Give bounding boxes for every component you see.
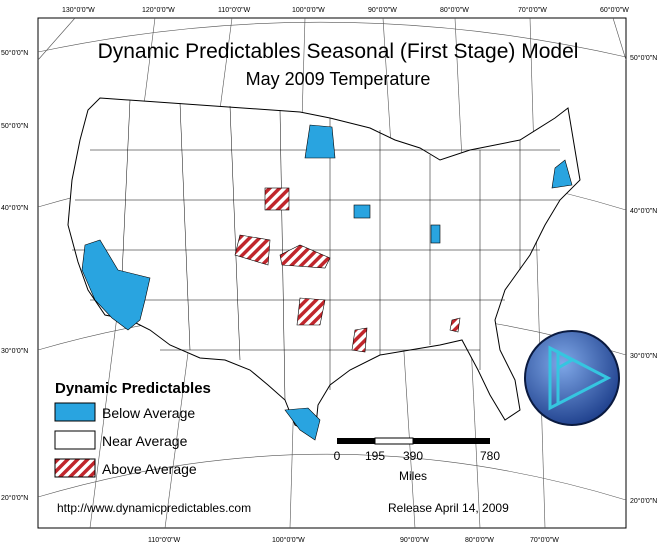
- graticule-label: 50°0'0"N: [1, 49, 28, 57]
- graticule-label: 50°0'0"N: [1, 122, 28, 130]
- legend-swatch: [54, 430, 96, 450]
- graticule-label: 70°0'0"W: [530, 536, 559, 544]
- graticule-label: 20°0'0"N: [630, 497, 657, 505]
- graticule-label: 30°0'0"N: [1, 347, 28, 355]
- graticule-labels: 130°0'0"W 120°0'0"W 110°0'0"W 100°0'0"W …: [1, 6, 657, 544]
- graticule-label: 20°0'0"N: [1, 494, 28, 502]
- map-subtitle: May 2009 Temperature: [246, 69, 431, 89]
- graticule-label: 130°0'0"W: [62, 6, 95, 14]
- above-average-regions: [234, 187, 461, 353]
- graticule-label: 60°0'0"W: [600, 6, 629, 14]
- graticule-label: 90°0'0"W: [400, 536, 429, 544]
- scale-label: 780: [480, 449, 500, 463]
- graticule-label: 90°0'0"W: [368, 6, 397, 14]
- graticule-label: 80°0'0"W: [440, 6, 469, 14]
- frame: [37, 17, 627, 529]
- legend-label: Below Average: [102, 405, 195, 421]
- graticule-label: 50°0'0"N: [630, 54, 657, 62]
- map-title: Dynamic Predictables Seasonal (First Sta…: [98, 40, 579, 63]
- graticule-label: 100°0'0"W: [292, 6, 325, 14]
- graticule-label: 100°0'0"W: [272, 536, 305, 544]
- graticule-label: 30°0'0"N: [630, 352, 657, 360]
- legend-title: Dynamic Predictables: [55, 380, 211, 397]
- logo: [524, 330, 620, 426]
- graticule-label: 80°0'0"W: [465, 536, 494, 544]
- below-average-regions: [81, 124, 573, 441]
- graticule-label: 40°0'0"N: [1, 204, 28, 212]
- legend-swatch: [54, 458, 96, 478]
- legend-swatch: [54, 402, 96, 422]
- scale-label: 390: [403, 449, 423, 463]
- url: http://www.dynamicpredictables.com: [57, 501, 251, 515]
- graticule-label: 110°0'0"W: [148, 536, 181, 544]
- legend-label: Above Average: [102, 461, 197, 477]
- graticule-label: 40°0'0"N: [630, 207, 657, 215]
- scale-bar: [337, 437, 490, 445]
- scale-unit: Miles: [399, 469, 427, 483]
- scale-label: 195: [365, 449, 385, 463]
- graticule-label: 110°0'0"W: [218, 6, 251, 14]
- scale-label: 0: [334, 449, 341, 463]
- graticule-label: 70°0'0"W: [518, 6, 547, 14]
- graticule-label: 120°0'0"W: [142, 6, 175, 14]
- legend-label: Near Average: [102, 433, 188, 449]
- release-date: Release April 14, 2009: [388, 501, 509, 515]
